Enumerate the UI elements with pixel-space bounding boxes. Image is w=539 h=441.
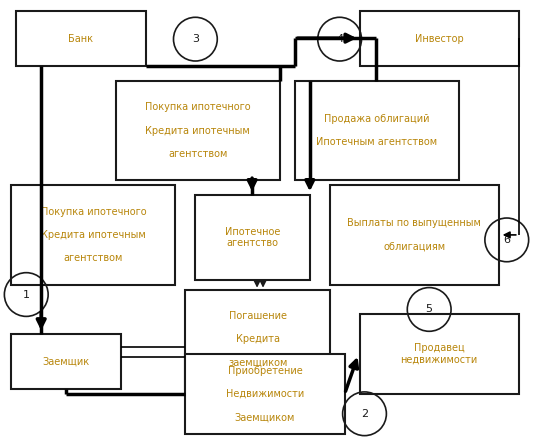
Bar [295, 81, 459, 180]
Text: 3: 3 [192, 34, 199, 44]
Text: Заемщик: Заемщик [43, 357, 89, 366]
Text: Покупка ипотечного

Кредита ипотечным

агентством: Покупка ипотечного Кредита ипотечным аге… [40, 207, 146, 263]
Bar [11, 334, 121, 389]
Text: 1: 1 [23, 290, 30, 299]
Text: Банк: Банк [68, 34, 93, 44]
Text: Покупка ипотечного

Кредита ипотечным

агентством: Покупка ипотечного Кредита ипотечным аге… [145, 102, 251, 159]
Bar [116, 81, 280, 180]
Text: 2: 2 [361, 409, 368, 419]
Bar [16, 11, 146, 66]
Bar [195, 195, 310, 280]
Text: Продавец
недвижимости: Продавец недвижимости [400, 344, 478, 365]
Bar [360, 314, 519, 394]
Text: Приобретение

Недвижимости

Заемщиком: Приобретение Недвижимости Заемщиком [226, 366, 304, 422]
Text: 4: 4 [336, 34, 343, 44]
Bar [360, 11, 519, 66]
Text: Продажа облигаций

Ипотечным агентством: Продажа облигаций Ипотечным агентством [316, 114, 438, 147]
Text: Ипотечное
агентство: Ипотечное агентство [225, 227, 280, 248]
Text: Инвестор: Инвестор [414, 34, 464, 44]
Text: 5: 5 [426, 304, 433, 314]
Bar [185, 354, 344, 434]
Text: 6: 6 [503, 235, 510, 245]
Text: Погашение

Кредита

заемщиком: Погашение Кредита заемщиком [228, 311, 287, 367]
Bar [330, 185, 499, 284]
Bar [185, 290, 330, 389]
Text: Выплаты по выпущенным

облигациям: Выплаты по выпущенным облигациям [347, 218, 481, 251]
Bar [11, 185, 176, 284]
